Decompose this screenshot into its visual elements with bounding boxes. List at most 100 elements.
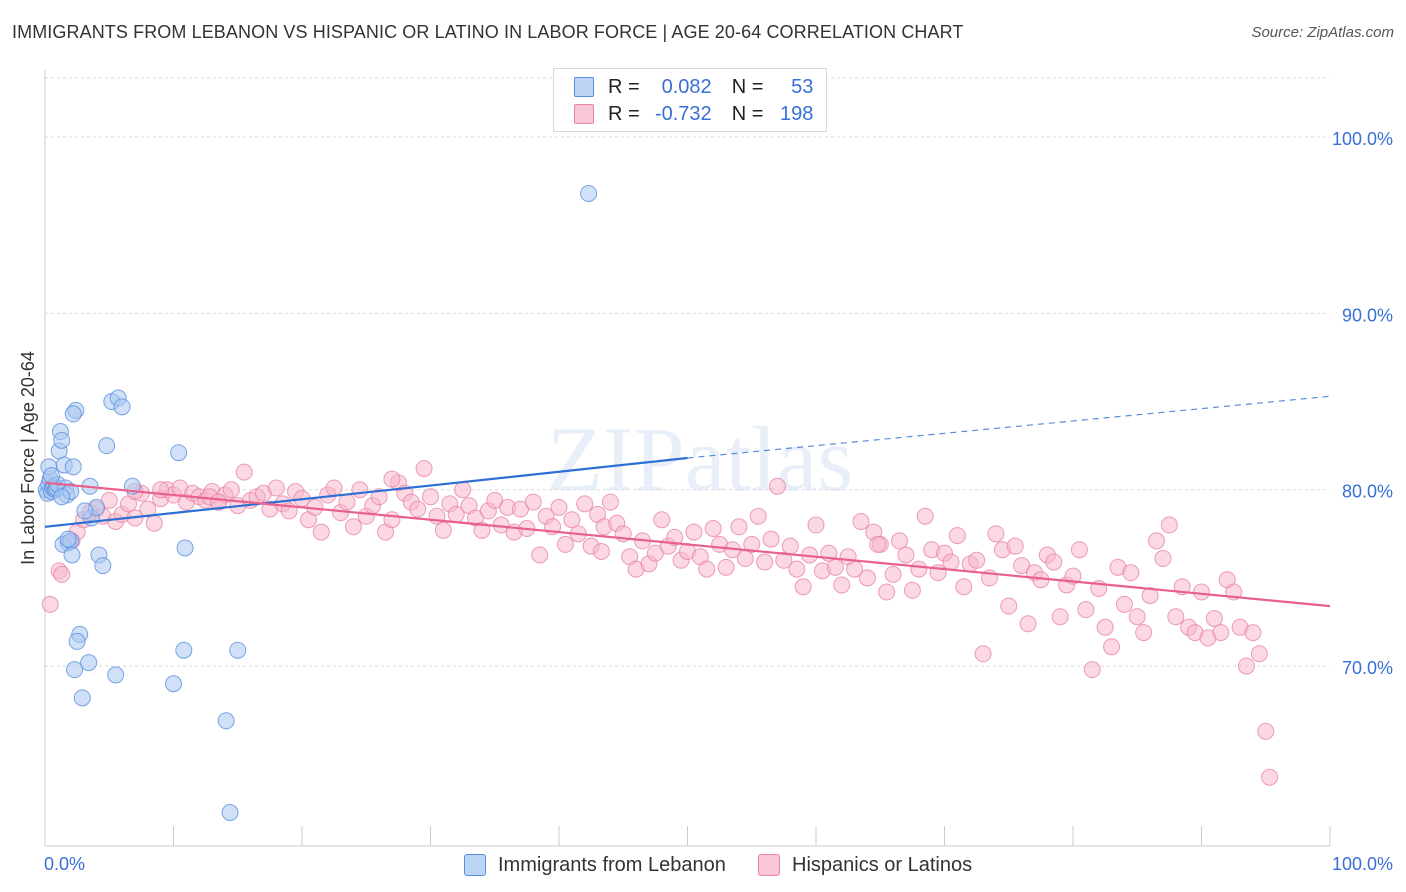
- bottom-legend-lebanon: Immigrants from Lebanon: [464, 852, 726, 878]
- hispanic-point: [942, 553, 960, 571]
- hispanic-point: [1006, 537, 1024, 555]
- y-tick-label: 100.0%: [1332, 129, 1393, 149]
- hispanic-point: [807, 516, 825, 534]
- hispanic-point: [1096, 618, 1114, 636]
- hispanic-point: [878, 583, 896, 601]
- hispanic-point: [1237, 657, 1255, 675]
- hispanic-point: [312, 523, 330, 541]
- lebanon-point: [107, 666, 125, 684]
- lebanon-point: [170, 444, 188, 462]
- hispanic-point: [852, 512, 870, 530]
- axes: [44, 70, 1331, 847]
- hispanic-point: [351, 481, 369, 499]
- legend-r-label: R =: [608, 75, 640, 98]
- hispanic-point: [1257, 722, 1275, 740]
- hispanic-point: [1167, 608, 1185, 626]
- legend-swatch-pink: [574, 104, 594, 124]
- y-axis-label: In Labor Force | Age 20-64: [18, 351, 38, 565]
- lebanon-point: [176, 539, 194, 557]
- hispanic-point: [1083, 661, 1101, 679]
- hispanic-point: [601, 493, 619, 511]
- hispanic-point: [704, 520, 722, 538]
- hispanic-point: [556, 535, 574, 553]
- y-tick-label: 90.0%: [1342, 305, 1393, 325]
- hispanic-point: [781, 537, 799, 555]
- lebanon-point: [42, 467, 60, 485]
- hispanic-point: [576, 495, 594, 513]
- hispanic-point: [1000, 597, 1018, 615]
- legend-row-hispanic: R = -0.732 N = 198: [574, 101, 813, 127]
- hispanic-point: [1154, 550, 1172, 568]
- source-label: Source: ZipAtlas.com: [1251, 24, 1394, 41]
- hispanic-point: [1205, 609, 1223, 627]
- lebanon-point: [73, 689, 91, 707]
- hispanic-point: [948, 527, 966, 545]
- hispanic-point: [370, 488, 388, 506]
- x-tick-label: 0.0%: [44, 854, 85, 874]
- hispanic-trend-line: [44, 481, 1331, 608]
- x-tick-label: 100.0%: [1332, 854, 1393, 874]
- hispanic-point: [235, 463, 253, 481]
- hispanic-point: [869, 535, 887, 553]
- hispanic-point: [884, 565, 902, 583]
- hispanic-point: [1077, 601, 1095, 619]
- bottom-legend-label-lebanon: Immigrants from Lebanon: [498, 853, 726, 876]
- lebanon-point: [221, 803, 239, 821]
- hispanic-point: [1019, 615, 1037, 633]
- hispanic-point: [486, 491, 504, 509]
- hispanic-point: [646, 544, 664, 562]
- legend-row-lebanon: R = 0.082 N = 53: [574, 74, 813, 100]
- hispanic-point: [1212, 624, 1230, 642]
- hispanic-point: [100, 491, 118, 509]
- hispanic-point: [666, 528, 684, 546]
- hispanic-point: [222, 481, 240, 499]
- hispanic-point: [1160, 516, 1178, 534]
- hispanic-point: [891, 532, 909, 550]
- lebanon-point: [53, 488, 71, 506]
- lebanon-trend-extension: [687, 395, 1331, 459]
- hispanic-point: [974, 645, 992, 663]
- hispanic-point: [730, 518, 748, 536]
- y-tick-label: 80.0%: [1342, 482, 1393, 502]
- hispanic-point: [833, 576, 851, 594]
- y-tick-label: 70.0%: [1342, 658, 1393, 678]
- watermark-text: ZIPatlas: [547, 408, 854, 510]
- hispanic-point: [409, 500, 427, 518]
- hispanic-point: [903, 581, 921, 599]
- lebanon-point: [229, 641, 247, 659]
- hispanic-point: [736, 550, 754, 568]
- hispanic-point: [968, 551, 986, 569]
- hispanic-point: [53, 565, 71, 583]
- legend-n-value: 198: [780, 102, 814, 125]
- hispanic-point: [826, 558, 844, 576]
- hispanic-point: [41, 595, 59, 613]
- lebanon-point: [76, 502, 94, 520]
- hispanic-point: [987, 525, 1005, 543]
- hispanic-point: [422, 488, 439, 506]
- hispanic-point: [415, 460, 433, 478]
- lebanon-trend-line: [44, 456, 688, 528]
- hispanic-point: [473, 521, 491, 539]
- hispanic-point: [1013, 557, 1031, 575]
- hispanic-point: [794, 578, 812, 596]
- hispanic-point: [1261, 768, 1279, 786]
- trend-lines: [44, 395, 1331, 608]
- hispanic-point: [756, 553, 774, 571]
- hispanic-point: [1070, 541, 1088, 559]
- hispanic-point: [524, 493, 542, 511]
- lebanon-point: [175, 641, 193, 659]
- hispanic-point: [916, 507, 934, 525]
- legend-swatch-blue: [574, 77, 594, 97]
- hispanic-point: [698, 560, 716, 578]
- bottom-legend-label-hispanic: Hispanics or Latinos: [792, 853, 973, 876]
- data-points: [37, 184, 1279, 821]
- lebanon-point: [53, 431, 71, 449]
- hispanic-point: [1051, 608, 1069, 626]
- hispanic-point: [563, 511, 581, 529]
- hispanic-point: [592, 542, 610, 560]
- lebanon-point: [165, 675, 182, 693]
- lebanon-point: [580, 184, 598, 202]
- hispanic-point: [344, 518, 362, 536]
- hispanic-point: [775, 551, 793, 569]
- hispanic-point: [338, 493, 356, 511]
